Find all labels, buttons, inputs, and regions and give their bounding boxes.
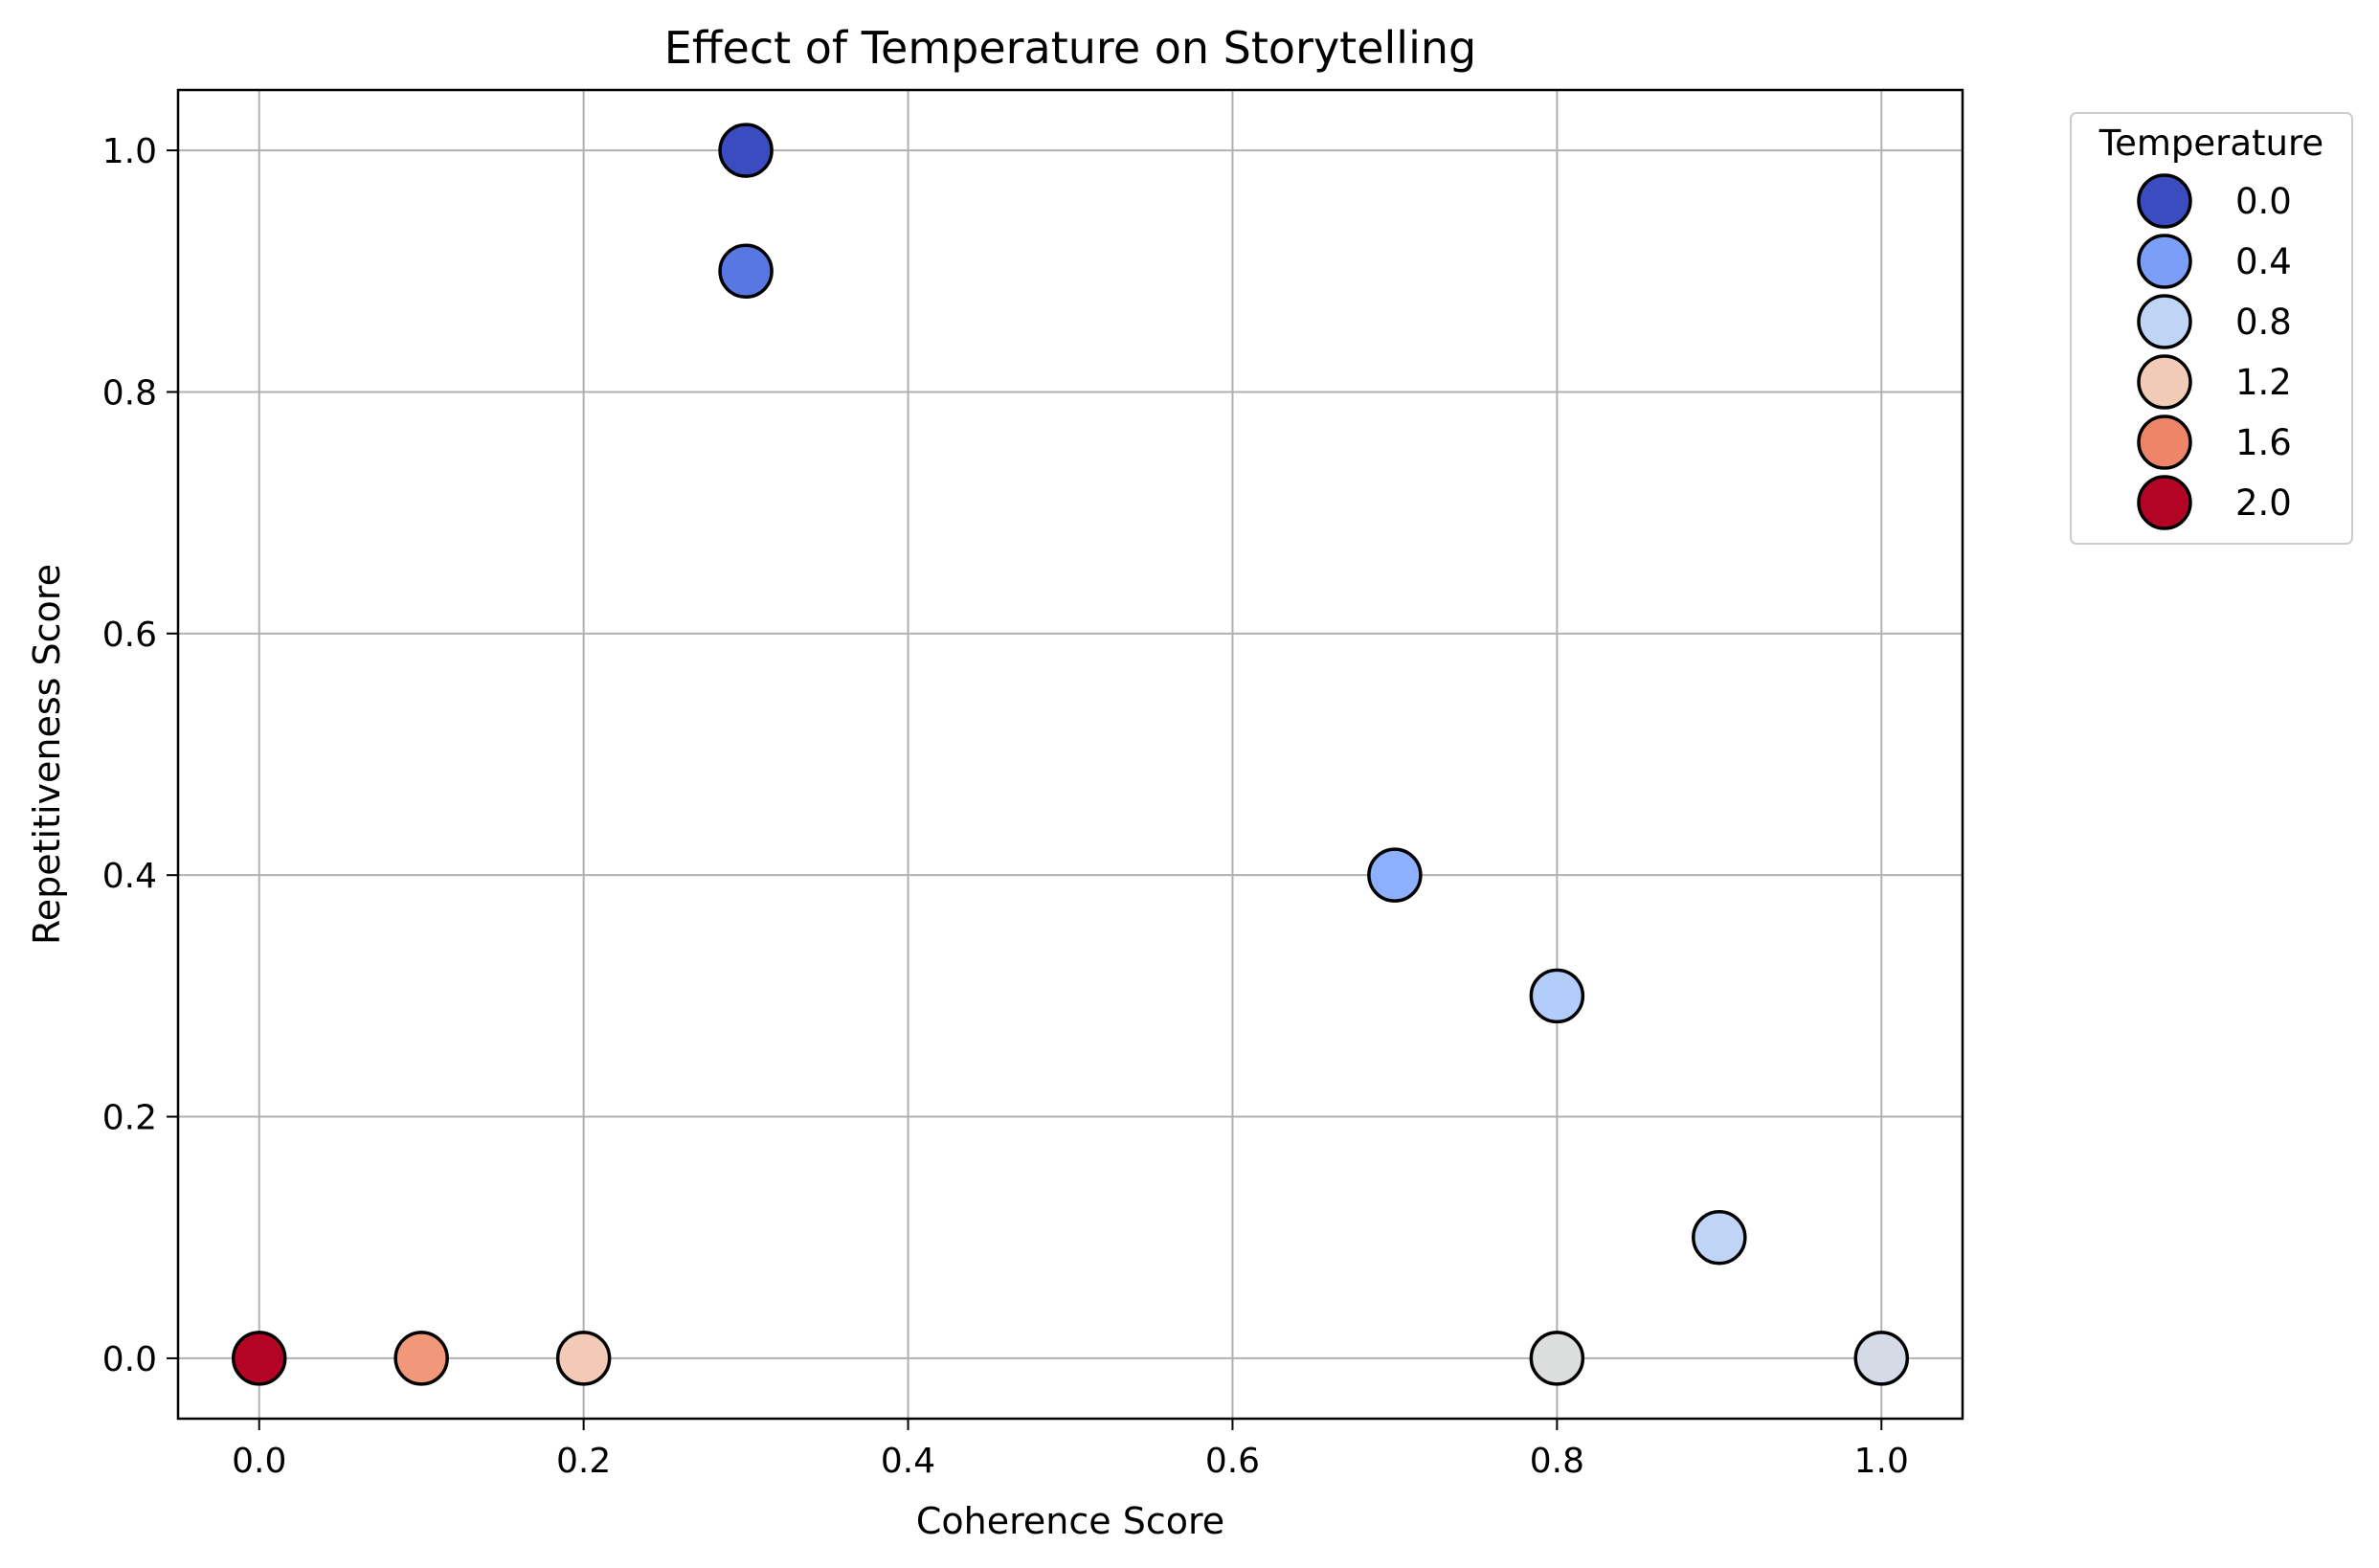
legend-label: 1.6	[2235, 422, 2292, 463]
legend-label: 2.0	[2235, 482, 2292, 524]
x-tick-label: 0.6	[1205, 1442, 1260, 1481]
data-point	[1529, 1331, 1585, 1386]
data-point	[231, 1331, 287, 1386]
legend-title: Temperature	[2098, 123, 2323, 164]
legend-marker	[2137, 173, 2192, 229]
x-axis-label: Coherence Score	[916, 1500, 1224, 1542]
legend-label: 0.8	[2235, 302, 2292, 343]
legend-marker	[2137, 294, 2192, 349]
data-points	[231, 123, 1910, 1386]
data-point	[393, 1331, 449, 1386]
y-tick-label: 0.2	[102, 1099, 157, 1138]
data-point	[1529, 968, 1585, 1024]
x-axis: 0.0 0.2 0.4 0.6 0.8 1.0	[232, 1419, 1909, 1481]
legend-marker	[2137, 354, 2192, 410]
legend-label: 1.2	[2235, 362, 2292, 403]
y-axis: 0.0 0.2 0.4 0.6 0.8 1.0	[102, 132, 178, 1379]
y-tick-label: 0.0	[102, 1340, 157, 1379]
y-axis-label: Repetitiveness Score	[26, 564, 68, 945]
plot-area	[176, 88, 1964, 1421]
data-point	[718, 123, 774, 178]
y-tick-label: 0.6	[102, 616, 157, 655]
legend-entries: 0.0 0.4 0.8 1.2 1.6 2.0	[2137, 173, 2292, 530]
x-tick-label: 0.0	[232, 1442, 286, 1481]
legend-marker	[2137, 234, 2192, 289]
x-tick-label: 1.0	[1854, 1442, 1909, 1481]
data-point	[718, 243, 774, 300]
x-tick-label: 0.2	[556, 1442, 611, 1481]
data-point	[1692, 1209, 1747, 1266]
legend-label: 0.0	[2235, 181, 2292, 222]
y-tick-label: 0.8	[102, 373, 157, 413]
x-tick-label: 0.8	[1530, 1442, 1584, 1481]
x-tick-label: 0.4	[881, 1442, 935, 1481]
data-point	[1853, 1331, 1910, 1386]
data-point	[555, 1331, 612, 1386]
data-point	[1367, 847, 1423, 903]
grid-lines	[178, 90, 1963, 1419]
legend-label: 0.4	[2235, 241, 2292, 282]
chart-title: Effect of Temperature on Storytelling	[664, 22, 1476, 74]
legend-marker	[2137, 414, 2192, 470]
legend: Temperature 0.0 0.4 0.8 1.2 1.6 2.0	[2070, 112, 2353, 545]
y-tick-label: 1.0	[102, 132, 157, 171]
legend-box	[2070, 112, 2353, 545]
y-tick-label: 0.4	[102, 857, 157, 896]
legend-marker	[2137, 475, 2192, 530]
